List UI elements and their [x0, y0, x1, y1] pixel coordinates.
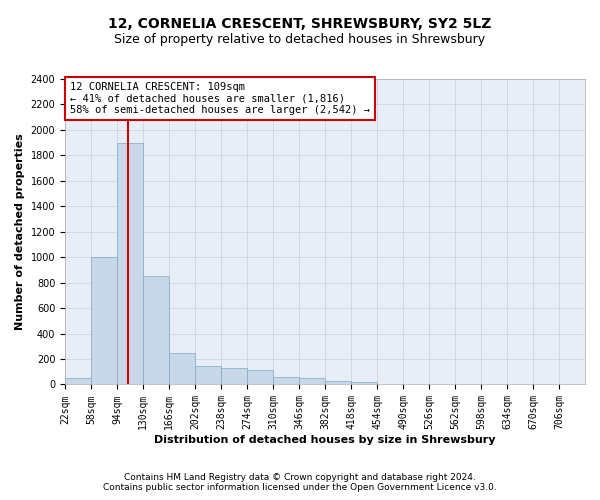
Bar [117, 142, 143, 384]
Text: Contains HM Land Registry data © Crown copyright and database right 2024.: Contains HM Land Registry data © Crown c… [124, 472, 476, 482]
Bar [195, 366, 221, 384]
X-axis label: Distribution of detached houses by size in Shrewsbury: Distribution of detached houses by size … [154, 435, 496, 445]
Text: Size of property relative to detached houses in Shrewsbury: Size of property relative to detached ho… [115, 32, 485, 46]
Bar [273, 377, 299, 384]
Y-axis label: Number of detached properties: Number of detached properties [15, 134, 25, 330]
Bar [169, 352, 194, 384]
Text: 12 CORNELIA CRESCENT: 109sqm
← 41% of detached houses are smaller (1,816)
58% of: 12 CORNELIA CRESCENT: 109sqm ← 41% of de… [70, 82, 370, 116]
Bar [65, 378, 91, 384]
Bar [143, 276, 169, 384]
Bar [91, 257, 116, 384]
Bar [221, 368, 247, 384]
Bar [325, 380, 350, 384]
Text: Contains public sector information licensed under the Open Government Licence v3: Contains public sector information licen… [103, 482, 497, 492]
Bar [299, 378, 325, 384]
Bar [247, 370, 272, 384]
Text: 12, CORNELIA CRESCENT, SHREWSBURY, SY2 5LZ: 12, CORNELIA CRESCENT, SHREWSBURY, SY2 5… [109, 18, 491, 32]
Bar [351, 382, 377, 384]
